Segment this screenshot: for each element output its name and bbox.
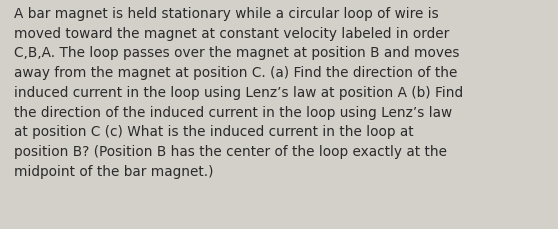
Text: A bar magnet is held stationary while a circular loop of wire is
moved toward th: A bar magnet is held stationary while a … [14, 7, 463, 178]
